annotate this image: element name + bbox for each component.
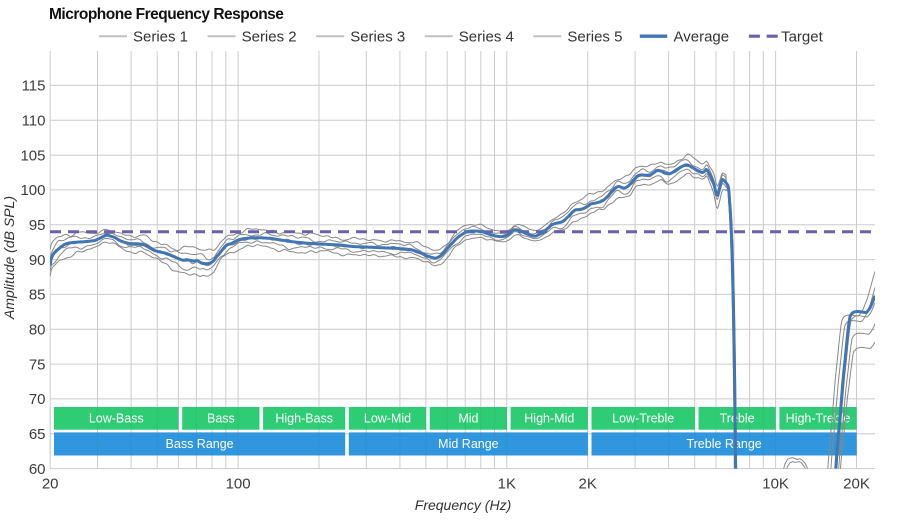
svg-text:Series 1: Series 1: [133, 28, 188, 45]
svg-text:65: 65: [29, 426, 46, 443]
svg-text:Average: Average: [674, 28, 730, 45]
svg-text:Mid Range: Mid Range: [438, 437, 498, 451]
svg-text:60: 60: [29, 461, 46, 478]
svg-text:High-Bass: High-Bass: [275, 412, 333, 426]
svg-text:90: 90: [29, 252, 46, 269]
svg-text:Series 2: Series 2: [242, 28, 297, 45]
svg-text:70: 70: [29, 391, 46, 408]
svg-text:Bass Range: Bass Range: [166, 437, 234, 451]
svg-text:High-Treble: High-Treble: [786, 412, 851, 426]
svg-text:110: 110: [22, 113, 46, 130]
svg-text:105: 105: [20, 147, 45, 164]
svg-text:Low-Treble: Low-Treble: [612, 412, 674, 426]
svg-text:High-Mid: High-Mid: [524, 412, 574, 426]
svg-text:115: 115: [22, 78, 46, 95]
svg-text:20: 20: [42, 476, 59, 493]
svg-text:95: 95: [29, 217, 46, 234]
svg-text:Series 3: Series 3: [350, 28, 405, 45]
svg-text:100: 100: [20, 182, 45, 199]
svg-text:Series 4: Series 4: [459, 28, 514, 45]
svg-text:Frequency (Hz): Frequency (Hz): [415, 497, 511, 513]
svg-text:Low-Bass: Low-Bass: [89, 412, 144, 426]
svg-text:1K: 1K: [498, 476, 516, 493]
svg-text:Target: Target: [781, 28, 824, 45]
svg-text:80: 80: [29, 322, 46, 339]
svg-text:2K: 2K: [579, 476, 597, 493]
svg-text:Bass: Bass: [207, 412, 235, 426]
svg-text:85: 85: [29, 287, 46, 304]
svg-text:Amplitude (dB SPL): Amplitude (dB SPL): [1, 196, 17, 320]
svg-text:Treble: Treble: [720, 412, 755, 426]
svg-text:75: 75: [29, 356, 46, 373]
svg-text:Mid: Mid: [458, 412, 478, 426]
svg-text:100: 100: [226, 476, 251, 493]
svg-text:20K: 20K: [843, 476, 870, 493]
svg-text:Treble Range: Treble Range: [686, 437, 761, 451]
svg-text:10K: 10K: [762, 476, 789, 493]
svg-text:Series 5: Series 5: [567, 28, 622, 45]
svg-text:Microphone Frequency Response: Microphone Frequency Response: [49, 6, 284, 23]
svg-text:Low-Mid: Low-Mid: [364, 412, 411, 426]
